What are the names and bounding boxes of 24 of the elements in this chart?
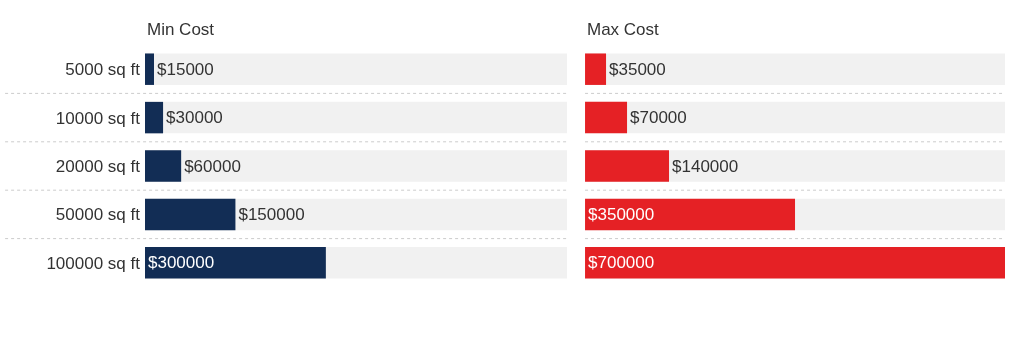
data-label: $150000 [238, 204, 305, 224]
data-label: $35000 [609, 59, 666, 79]
data-label: $70000 [630, 108, 687, 128]
data-label: $300000 [147, 253, 215, 273]
y-tick-label: 100000 sq ft [46, 253, 141, 273]
data-label: $30000 [166, 108, 223, 128]
bar [144, 101, 164, 134]
bar [585, 101, 628, 134]
bar [585, 53, 607, 85]
bar [585, 150, 670, 182]
y-tick-label: 50000 sq ft [55, 205, 141, 225]
y-tick-label: 20000 sq ft [55, 156, 141, 176]
bar [144, 198, 236, 231]
bar [144, 53, 155, 85]
data-label: $15000 [157, 59, 214, 79]
data-label: $700000 [588, 253, 655, 273]
chart-title: Min Cost [147, 20, 215, 39]
data-label: $60000 [184, 156, 241, 176]
data-label: $350000 [588, 204, 655, 224]
chart-title: Max Cost [587, 20, 660, 39]
y-tick-label: 10000 sq ft [55, 108, 141, 128]
data-label: $140000 [672, 156, 739, 176]
bar [144, 150, 182, 182]
y-tick-label: 5000 sq ft [65, 60, 141, 80]
